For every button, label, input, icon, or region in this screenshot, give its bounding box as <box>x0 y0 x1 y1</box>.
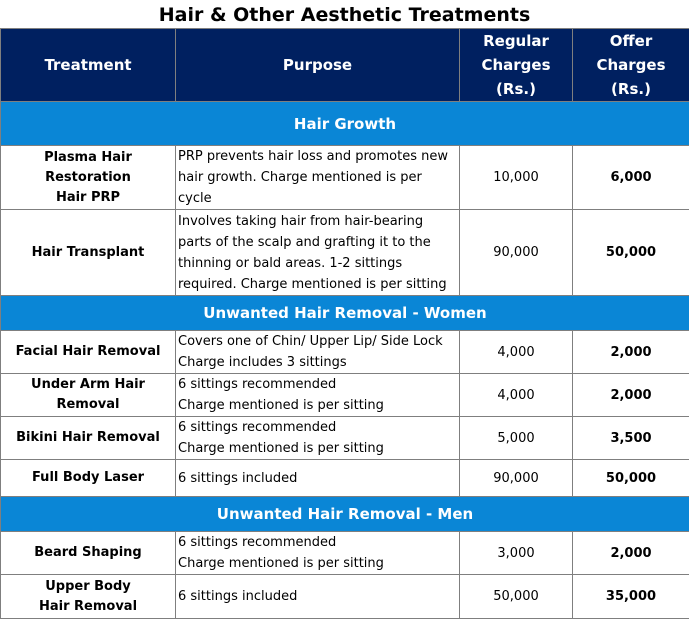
section-hair-growth: Hair Growth <box>1 102 689 146</box>
regular-charge-cell: 90,000 <box>460 210 573 296</box>
regular-charge-cell: 5,000 <box>460 417 573 460</box>
treatment-cell: Under Arm Hair Removal <box>1 374 176 417</box>
offer-charge-cell: 6,000 <box>573 146 689 210</box>
section-title: Unwanted Hair Removal - Men <box>1 497 689 532</box>
regular-charge-cell: 4,000 <box>460 374 573 417</box>
header-purpose: Purpose <box>176 29 460 102</box>
treatment-cell: Beard Shaping <box>1 532 176 575</box>
regular-charge-cell: 3,000 <box>460 532 573 575</box>
offer-charge-cell: 2,000 <box>573 374 689 417</box>
treatment-cell: Bikini Hair Removal <box>1 417 176 460</box>
header-treatment: Treatment <box>1 29 176 102</box>
page-title: Hair & Other Aesthetic Treatments <box>0 0 689 28</box>
table-row: Full Body Laser 6 sittings included 90,0… <box>1 460 689 497</box>
offer-charge-cell: 2,000 <box>573 331 689 374</box>
treatment-cell: Hair Transplant <box>1 210 176 296</box>
regular-charge-cell: 50,000 <box>460 575 573 619</box>
table-row: Hair Transplant Involves taking hair fro… <box>1 210 689 296</box>
offer-charge-cell: 2,000 <box>573 532 689 575</box>
table-row: Bikini Hair Removal 6 sittings recommend… <box>1 417 689 460</box>
section-hair-removal-men: Unwanted Hair Removal - Men <box>1 497 689 532</box>
purpose-cell: Covers one of Chin/ Upper Lip/ Side Lock… <box>176 331 460 374</box>
section-title: Unwanted Hair Removal - Women <box>1 296 689 331</box>
offer-charge-cell: 3,500 <box>573 417 689 460</box>
regular-charge-cell: 90,000 <box>460 460 573 497</box>
table-row: Facial Hair Removal Covers one of Chin/ … <box>1 331 689 374</box>
treatment-cell: Facial Hair Removal <box>1 331 176 374</box>
purpose-cell: 6 sittings included <box>176 575 460 619</box>
purpose-cell: 6 sittings included <box>176 460 460 497</box>
section-hair-removal-women: Unwanted Hair Removal - Women <box>1 296 689 331</box>
offer-charge-cell: 50,000 <box>573 460 689 497</box>
section-title: Hair Growth <box>1 102 689 146</box>
offer-charge-cell: 35,000 <box>573 575 689 619</box>
regular-charge-cell: 4,000 <box>460 331 573 374</box>
table-row: Under Arm Hair Removal 6 sittings recomm… <box>1 374 689 417</box>
regular-charge-cell: 10,000 <box>460 146 573 210</box>
header-offer-charges: Offer Charges(Rs.) <box>573 29 689 102</box>
treatment-cell: Full Body Laser <box>1 460 176 497</box>
offer-charge-cell: 50,000 <box>573 210 689 296</box>
